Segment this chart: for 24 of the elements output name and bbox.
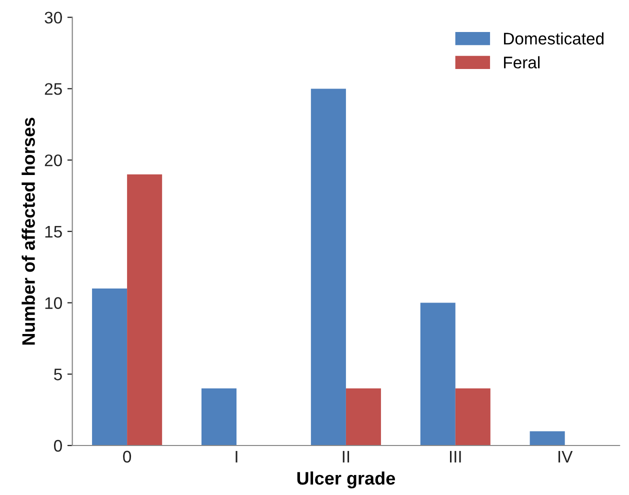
y-axis-title: Number of affected horses — [22, 118, 35, 345]
bar — [420, 302, 456, 446]
bar — [310, 88, 346, 446]
x-tick-label: I — [236, 450, 238, 462]
legend-label: Domesticated — [504, 32, 604, 45]
bar — [92, 288, 128, 446]
y-tick-label: 25 — [44, 83, 62, 95]
bar — [530, 431, 565, 446]
bar — [201, 388, 237, 446]
legend-label: Feral — [504, 56, 540, 68]
bar — [346, 388, 381, 446]
y-tick-label: 10 — [45, 297, 62, 309]
x-tick-label: II — [342, 450, 350, 462]
x-tick-label: III — [450, 450, 461, 462]
y-tick-label: 5 — [54, 368, 62, 380]
y-tick-label: 30 — [44, 12, 62, 24]
x-tick-label: 0 — [123, 450, 132, 463]
bar — [127, 174, 162, 446]
bar — [455, 388, 490, 446]
y-tick-label: 20 — [44, 154, 62, 166]
y-tick-label: 15 — [45, 226, 62, 238]
y-tick-label: 0 — [54, 440, 62, 452]
x-axis-title: Ulcer grade — [297, 471, 396, 488]
x-tick-label: IV — [558, 450, 573, 462]
